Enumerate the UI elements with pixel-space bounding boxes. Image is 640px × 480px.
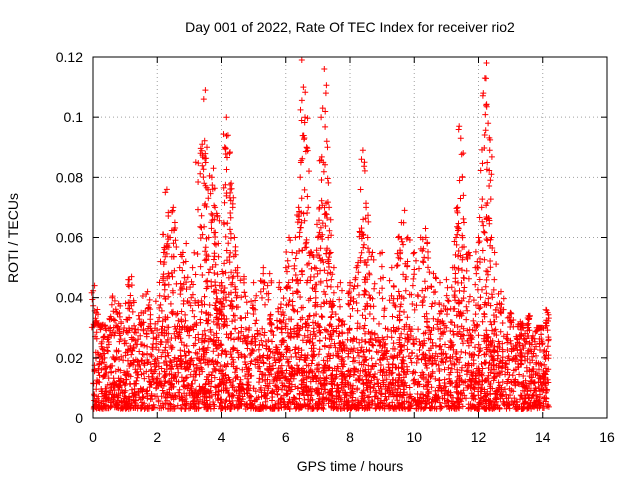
y-tick-label: 0.04 — [56, 290, 83, 306]
y-axis-label: ROTI / TECUs — [5, 193, 21, 283]
axis-ticks: 0 2 4 6 8 10 12 14 16 0 0.02 0.04 0.06 0.08 0.1 0.12 — [56, 49, 615, 445]
x-tick-label: 2 — [153, 429, 161, 445]
x-tick-label: 8 — [346, 429, 354, 445]
grid-lines — [93, 57, 607, 418]
x-tick-label: 16 — [599, 429, 615, 445]
y-tick-label: 0 — [75, 410, 83, 426]
x-tick-label: 4 — [218, 429, 226, 445]
y-tick-label: 0.12 — [56, 49, 83, 65]
x-tick-label: 12 — [471, 429, 487, 445]
y-tick-label: 0.08 — [56, 169, 83, 185]
x-tick-label: 0 — [89, 429, 97, 445]
y-tick-label: 0.02 — [56, 350, 83, 366]
roti-markers — [88, 57, 552, 412]
x-tick-label: 6 — [282, 429, 290, 445]
y-tick-label: 0.1 — [64, 109, 84, 125]
x-tick-label: 14 — [535, 429, 551, 445]
data-points — [88, 57, 552, 412]
y-tick-label: 0.06 — [56, 230, 83, 246]
chart-title: Day 001 of 2022, Rate Of TEC Index for r… — [185, 19, 515, 35]
x-tick-label: 10 — [406, 429, 422, 445]
x-axis-label: GPS time / hours — [297, 458, 404, 474]
